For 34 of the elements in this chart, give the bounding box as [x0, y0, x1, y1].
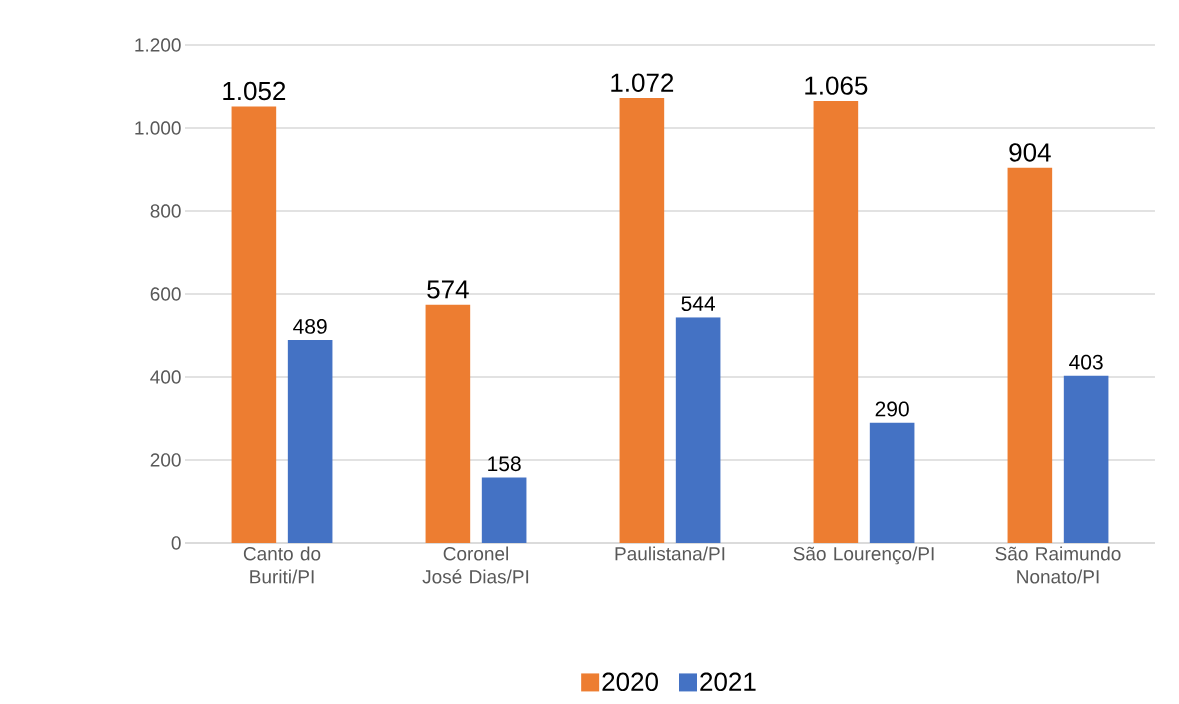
bar — [231, 106, 277, 543]
y-tick-label: 1.000 — [135, 121, 181, 135]
legend-label: 2021 — [700, 672, 756, 691]
x-tick-label: Paulistana/PI — [615, 546, 725, 561]
y-tick-label: 200 — [150, 453, 181, 467]
data-label: 403 — [1069, 354, 1103, 370]
data-label: 489 — [293, 318, 327, 334]
data-label: 574 — [427, 280, 469, 299]
data-label: 1.052 — [223, 81, 286, 101]
x-tick-label: Canto do Buriti/PI — [243, 546, 321, 584]
data-label: 1.065 — [805, 76, 868, 95]
y-tick-label: 400 — [150, 370, 181, 384]
data-label: 1.072 — [611, 73, 674, 92]
y-tick-label: 1.200 — [135, 38, 181, 52]
x-tick-label: Coronel José Dias/PI — [422, 546, 529, 584]
data-label: 544 — [681, 296, 716, 312]
bar — [813, 101, 859, 543]
x-tick-label: São Lourenço/PI — [793, 546, 934, 565]
data-label: 158 — [488, 456, 521, 472]
legend-label: 2020 — [602, 672, 658, 691]
bar — [481, 477, 527, 543]
data-label: 290 — [875, 401, 909, 417]
bar — [287, 340, 333, 543]
bar — [1007, 167, 1053, 543]
data-label: 904 — [1009, 143, 1051, 162]
bar — [869, 422, 915, 543]
y-tick-label: 600 — [150, 287, 181, 301]
y-tick-label: 800 — [150, 204, 181, 218]
bar — [425, 304, 471, 543]
y-tick-label: 0 — [171, 536, 181, 550]
bar — [619, 98, 665, 543]
bar — [1063, 375, 1109, 543]
x-tick-label: São Raimundo Nonato/PI — [995, 546, 1121, 584]
bar — [675, 317, 721, 543]
